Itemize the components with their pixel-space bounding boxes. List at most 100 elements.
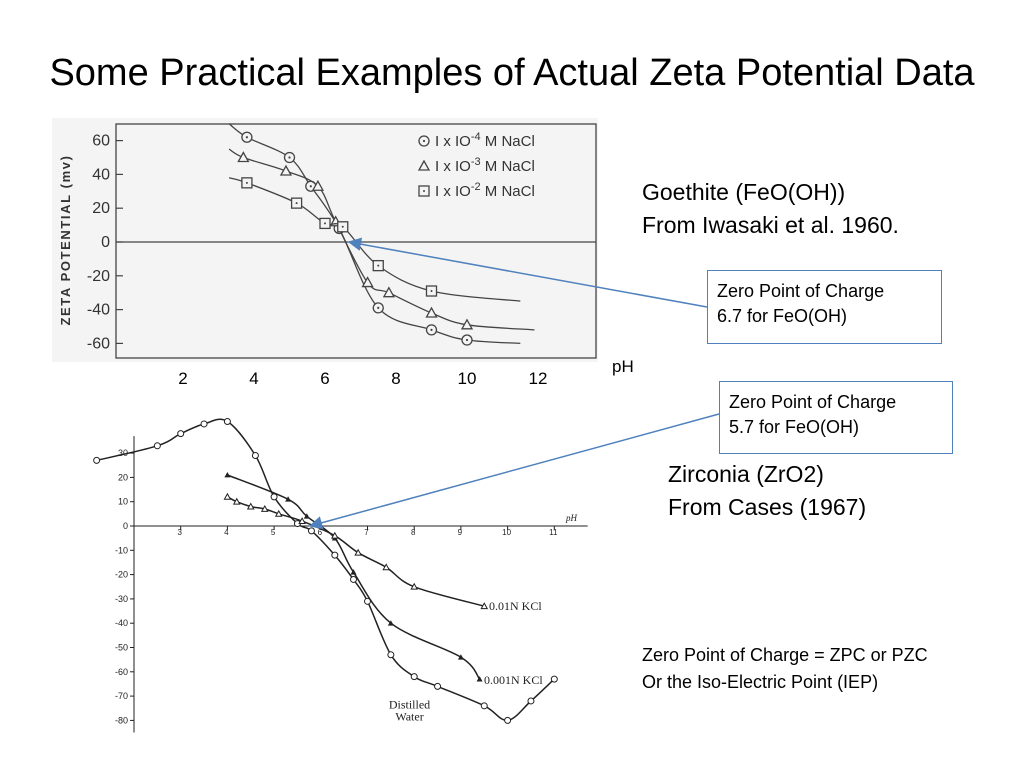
goethite-plot-frame [115,123,597,359]
data-point [361,276,374,288]
y-tick-label: 0 [101,234,110,251]
goethite-callout-value: 6.7 for FeO(OH) [717,306,848,326]
data-point [550,675,558,683]
goethite-description: Goethite (FeO(OH)) From Iwasaki et al. 1… [642,176,899,242]
y-tick-label: -10 [115,545,128,555]
data-point [290,197,303,209]
data-point [425,285,438,297]
zirconia-series [93,418,558,724]
y-tick-label: -30 [115,594,128,604]
x-tick-label: 6 [318,528,323,537]
x-tick-label: 10 [502,528,511,537]
zirconia-y-ticks: 30 20 10 0 -10 -20 -30 -40 -50 -60 -70 -80 [115,448,134,725]
y-tick-label: 20 [118,472,128,482]
data-point [251,452,259,460]
x-tick-label: 6 [320,369,329,388]
zirconia-name: Zirconia (ZrO2) [668,461,824,487]
data-point [349,575,357,583]
data-point [425,324,438,336]
goethite-series [228,123,535,346]
note-line-1: Zero Point of Charge = ZPC or PZC [642,645,928,665]
zirconia-zpc-arrow [308,413,720,530]
data-point [372,302,384,314]
y-tick-label: 20 [92,200,110,217]
data-point [461,334,473,346]
zirconia-x-axis-label: pH [565,513,578,523]
y-tick-label: 30 [118,448,128,458]
data-point [311,179,325,191]
y-tick-label: 60 [92,133,110,150]
legend-label: I x IO-2 M NaCl [435,181,535,200]
y-tick-label: -40 [87,302,110,319]
x-tick-label: 3 [177,528,182,537]
x-tick-label: 2 [178,369,187,388]
data-point [425,306,438,318]
goethite-name: Goethite (FeO(OH)) [642,179,846,205]
data-point [330,531,339,539]
goethite-zpc-arrow [347,237,708,308]
data-point [382,563,391,571]
y-tick-label: -80 [115,715,128,725]
y-tick-label: -60 [87,335,110,352]
goethite-zpc-callout: Zero Point of Charge 6.7 for FeO(OH) [707,270,942,344]
zirconia-description: Zirconia (ZrO2) From Cases (1967) [668,458,866,524]
legend-marker [417,159,431,171]
goethite-x-axis-label: pH [612,357,634,376]
data-point [319,217,331,230]
x-tick-label: 8 [391,369,400,388]
data-point [232,497,241,505]
y-tick-label: -20 [87,268,110,285]
data-point [200,420,208,428]
zpc-definition-note: Zero Point of Charge = ZPC or PZC Or the… [642,642,928,696]
series-label-0-001n-kcl: 0.001N KCl [484,673,543,687]
y-tick-label: -40 [115,618,128,628]
goethite-scan-background [52,118,598,362]
data-point [260,504,269,512]
data-point [480,602,489,610]
goethite-y-axis-label: ZETA POTENTIAL (mv) [58,155,73,326]
data-point [270,493,278,501]
data-point [410,582,419,590]
data-point [480,702,488,710]
data-point [331,551,339,559]
x-tick-label: 4 [249,369,258,388]
x-tick-label: 11 [549,528,558,537]
series-label-distilled-water: Distilled Water [389,697,430,723]
data-point [460,318,474,330]
data-point [223,418,231,426]
legend-label: I x IO-3 M NaCl [435,156,535,175]
x-tick-label: 8 [411,528,416,537]
data-point [224,471,231,478]
goethite-chart: ZETA POTENTIAL (mv) 60 40 20 0 -20 -40 -60 I x… [52,118,634,388]
zirconia-chart: 30 20 10 0 -10 -20 -30 -40 -50 -60 -70 -80 3 4 5 6 7 8 9 1… [93,418,588,733]
zirconia-zpc-callout: Zero Point of Charge 5.7 for FeO(OH) [719,381,953,454]
data-point [307,527,315,535]
data-point [153,442,161,450]
zirconia-x-ticks: 3 4 5 6 7 8 9 10 11 [177,526,558,537]
data-point [372,260,384,272]
goethite-source: From Iwasaki et al. 1960. [642,212,899,238]
legend-marker [418,185,430,197]
data-point [241,131,253,143]
goethite-legend: I x IO-4 M NaCl I x IO-3 M NaCl I x IO-2 M… [417,131,535,200]
y-tick-label: -50 [115,643,128,653]
series-label-0-01n-kcl: 0.01N KCl [489,599,542,613]
data-point [223,492,232,500]
data-point [177,430,185,438]
data-point [283,151,296,164]
zirconia-source: From Cases (1967) [668,494,867,520]
data-point [387,620,394,626]
y-tick-label: 40 [92,166,110,183]
data-point [382,286,396,298]
y-tick-label: -20 [115,570,128,580]
series-line [228,148,535,331]
legend-marker [418,135,430,147]
y-tick-label: 10 [118,497,128,507]
goethite-x-ticks: 2 4 6 8 10 12 [178,369,547,388]
zirconia-callout-title: Zero Point of Charge [729,392,897,412]
data-point [434,682,442,690]
data-point [457,654,464,660]
y-tick-label: -60 [115,667,128,677]
x-tick-label: 12 [529,369,548,388]
